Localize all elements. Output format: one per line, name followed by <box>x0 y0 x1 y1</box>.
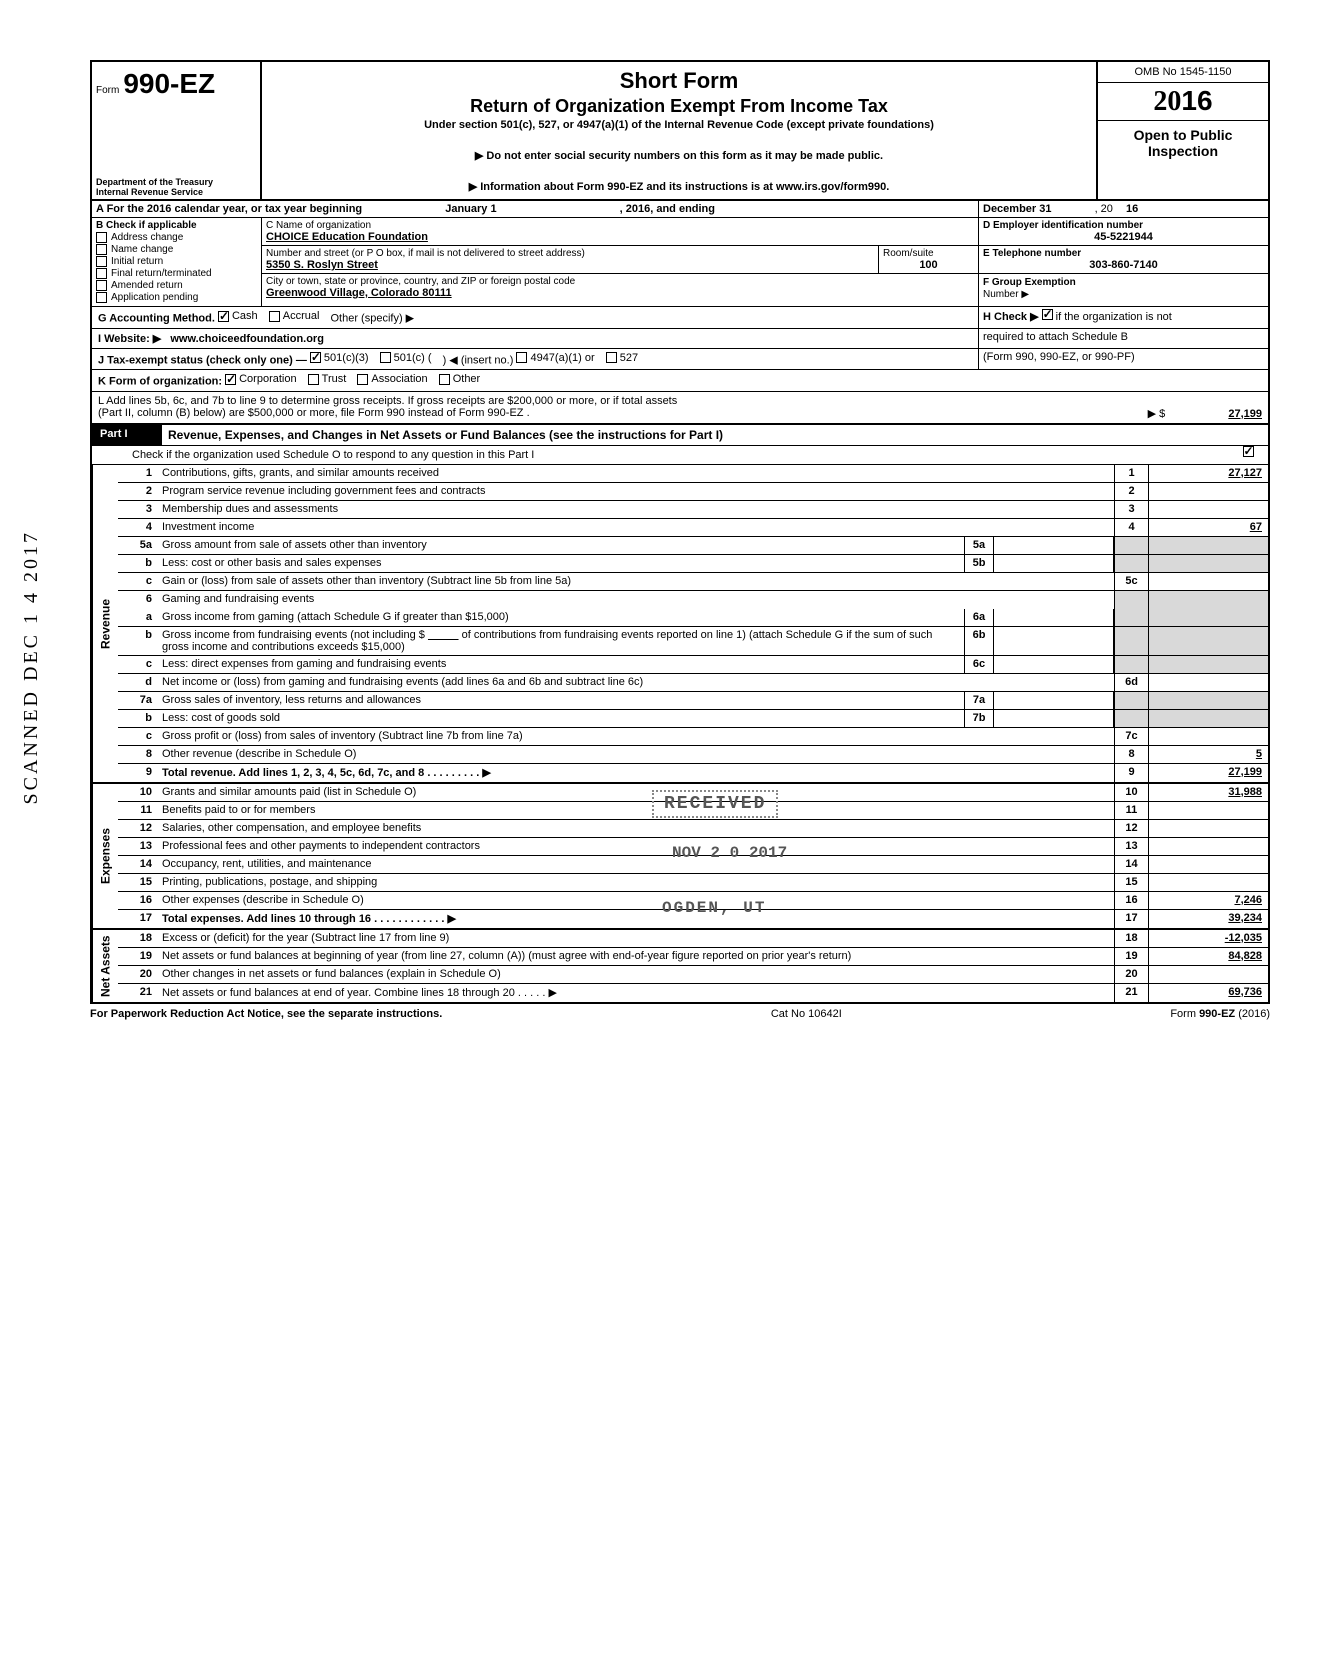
footer-mid: Cat No 10642I <box>771 1008 842 1020</box>
part1-label: Part I <box>92 425 162 445</box>
J-label: J Tax-exempt status (check only one) — <box>98 354 307 366</box>
F-label: F Group Exemption <box>983 277 1076 288</box>
K-label: K Form of organization: <box>98 376 222 388</box>
label-netassets: Net Assets <box>92 930 118 1002</box>
omb-number: OMB No 1545-1150 <box>1098 62 1268 83</box>
A-label: A For the 2016 calendar year, or tax yea… <box>96 203 362 215</box>
chk-amended[interactable] <box>96 280 107 291</box>
chk-assoc[interactable] <box>357 374 368 385</box>
chk-name[interactable] <box>96 244 107 255</box>
val-1: 27,127 <box>1148 465 1268 482</box>
city-label: City or town, state or province, country… <box>266 276 974 287</box>
E-label: E Telephone number <box>983 248 1264 259</box>
chk-H[interactable] <box>1042 309 1053 320</box>
row-A: A For the 2016 calendar year, or tax yea… <box>90 201 1270 218</box>
C-label: C Name of organization <box>266 220 974 231</box>
section-expenses: Expenses 10Grants and similar amounts pa… <box>90 784 1270 930</box>
A-mid: , 2016, and ending <box>620 203 715 215</box>
I-label: I Website: ▶ <box>98 333 161 345</box>
B-label: B Check if applicable <box>96 220 197 231</box>
val-21: 69,736 <box>1148 984 1268 1002</box>
val-8: 5 <box>1148 746 1268 763</box>
row-J: J Tax-exempt status (check only one) — 5… <box>90 349 1270 371</box>
chk-501c[interactable] <box>380 352 391 363</box>
chk-accrual[interactable] <box>269 311 280 322</box>
A-begin: January 1 <box>445 203 496 215</box>
suite: 100 <box>883 259 974 271</box>
val-16: 7,246 <box>1148 892 1268 909</box>
col-B: B Check if applicable Address change Nam… <box>92 218 262 306</box>
footer: For Paperwork Reduction Act Notice, see … <box>90 1004 1270 1024</box>
chk-cash[interactable] <box>218 311 229 322</box>
website: www.choiceedfoundation.org <box>170 333 324 345</box>
col-C: C Name of organization CHOICE Education … <box>262 218 978 306</box>
street-label: Number and street (or P O box, if mail i… <box>266 248 874 259</box>
val-17: 39,234 <box>1148 910 1268 928</box>
form-header: Form 990-EZ Department of the Treasury I… <box>90 60 1270 201</box>
footer-left: For Paperwork Reduction Act Notice, see … <box>90 1008 442 1020</box>
label-expenses: Expenses <box>92 784 118 928</box>
row-K: K Form of organization: Corporation Trus… <box>90 370 1270 392</box>
chk-4947[interactable] <box>516 352 527 363</box>
chk-501c3[interactable] <box>310 352 321 363</box>
row-I: I Website: ▶ www.choiceedfoundation.org … <box>90 329 1270 349</box>
part1-check: Check if the organization used Schedule … <box>90 446 1270 465</box>
col-DEF: D Employer identification number 45-5221… <box>978 218 1268 306</box>
val-18: -12,035 <box>1148 930 1268 947</box>
open-inspection: Open to Public Inspection <box>1098 121 1268 165</box>
chk-other[interactable] <box>439 374 450 385</box>
chk-527[interactable] <box>606 352 617 363</box>
stamp-date: NOV 2 0 2017 <box>672 844 787 862</box>
section-netassets: Net Assets 18Excess or (deficit) for the… <box>90 930 1270 1004</box>
label-revenue: Revenue <box>92 465 118 782</box>
form-990ez: Form 990-EZ Department of the Treasury I… <box>90 60 1270 1004</box>
val-10: 31,988 <box>1148 784 1268 801</box>
chk-initial[interactable] <box>96 256 107 267</box>
chk-pending[interactable] <box>96 292 107 303</box>
street: 5350 S. Roslyn Street <box>266 259 874 271</box>
subtitle: Under section 501(c), 527, or 4947(a)(1)… <box>266 119 1092 131</box>
chk-corp[interactable] <box>225 374 236 385</box>
A-end: December 31 <box>983 203 1052 215</box>
dept-treasury: Department of the Treasury <box>96 177 256 187</box>
D-label: D Employer identification number <box>983 220 1264 231</box>
H-label: H Check ▶ <box>983 311 1039 323</box>
chk-final[interactable] <box>96 268 107 279</box>
row-GH: G Accounting Method. Cash Accrual Other … <box>90 307 1270 329</box>
ein: 45-5221944 <box>983 231 1264 243</box>
info-note: Information about Form 990-EZ and its in… <box>266 180 1092 193</box>
G-label: G Accounting Method. <box>98 313 215 325</box>
chk-trust[interactable] <box>308 374 319 385</box>
stamp-location: OGDEN, UT <box>662 899 766 917</box>
form-prefix: Form <box>96 85 119 96</box>
part1-title: Revenue, Expenses, and Changes in Net As… <box>162 425 1268 445</box>
scanned-stamp: SCANNED DEC 1 4 2017 <box>20 530 43 804</box>
phone: 303-860-7140 <box>983 259 1264 271</box>
val-4: 67 <box>1148 519 1268 536</box>
suite-label: Room/suite <box>883 248 974 259</box>
dept-irs: Internal Revenue Service <box>96 187 256 197</box>
title-short-form: Short Form <box>266 68 1092 94</box>
footer-right: Form 990-EZ (2016) <box>1170 1008 1270 1020</box>
chk-schedO[interactable] <box>1243 446 1254 457</box>
city: Greenwood Village, Colorado 80111 <box>266 287 974 299</box>
chk-address[interactable] <box>96 232 107 243</box>
L-text1: L Add lines 5b, 6c, and 7b to line 9 to … <box>98 395 1262 407</box>
row-L: L Add lines 5b, 6c, and 7b to line 9 to … <box>90 392 1270 425</box>
row-BCDEF: B Check if applicable Address change Nam… <box>90 218 1270 307</box>
org-name: CHOICE Education Foundation <box>266 231 974 243</box>
tax-year: 2016 <box>1098 83 1268 121</box>
val-19: 84,828 <box>1148 948 1268 965</box>
stamp-received: RECEIVED <box>652 790 778 818</box>
val-9: 27,199 <box>1148 764 1268 782</box>
L-value: 27,199 <box>1228 408 1262 420</box>
ssn-note: Do not enter social security numbers on … <box>266 149 1092 162</box>
section-revenue: Revenue 1Contributions, gifts, grants, a… <box>90 465 1270 784</box>
L-text2: (Part II, column (B) below) are $500,000… <box>98 407 530 419</box>
form-number: 990-EZ <box>123 68 215 100</box>
part1-header: Part I Revenue, Expenses, and Changes in… <box>90 425 1270 446</box>
title-return: Return of Organization Exempt From Incom… <box>266 96 1092 117</box>
